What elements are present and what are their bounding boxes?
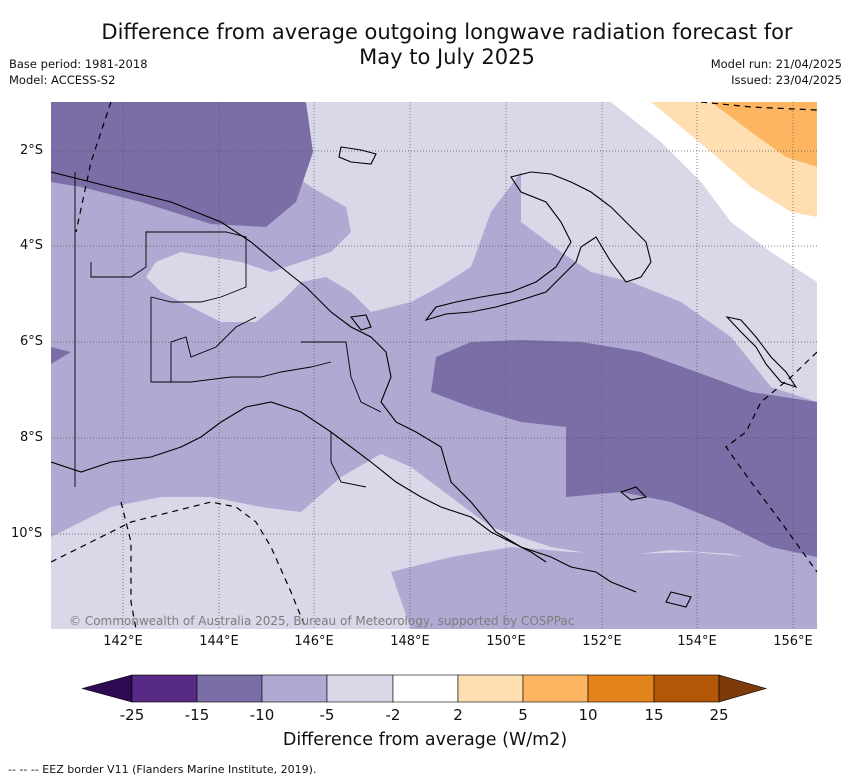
anomaly-dark-east bbox=[431, 340, 817, 557]
anomaly-dark-nw bbox=[51, 102, 313, 227]
eez-borders bbox=[51, 102, 817, 629]
colorbar bbox=[80, 674, 772, 710]
issued-date: Issued: 23/04/2025 bbox=[731, 73, 842, 87]
meta-right: Model run: 21/04/2025 Issued: 23/04/2025 bbox=[711, 56, 842, 88]
lon-label: 148°E bbox=[390, 634, 430, 649]
colorbar-tick: -5 bbox=[319, 706, 335, 724]
lon-axis: 142°E 144°E 146°E 148°E 150°E 152°E 154°… bbox=[0, 634, 850, 654]
colorbar-swatch bbox=[326, 674, 394, 703]
colorbar-swatch bbox=[392, 674, 459, 703]
colorbar-svg bbox=[80, 674, 768, 703]
copyright-notice: © Commonwealth of Australia 2025, Bureau… bbox=[69, 614, 575, 628]
lat-label: 6°S bbox=[20, 334, 44, 349]
admin-borders bbox=[74, 172, 382, 488]
colorbar-tick: 25 bbox=[709, 706, 729, 724]
colorbar-swatch bbox=[196, 674, 263, 703]
colorbar-tick: -25 bbox=[119, 706, 145, 724]
anomaly-dark-west bbox=[51, 347, 71, 364]
map-panel bbox=[51, 102, 817, 629]
lat-label: 4°S bbox=[20, 238, 44, 253]
anomaly-light-central bbox=[146, 102, 606, 322]
colorbar-tick: 10 bbox=[578, 706, 598, 724]
footer-note: -- -- -- EEZ border V11 (Flanders Marine… bbox=[8, 763, 317, 776]
colorbar-swatch bbox=[457, 674, 524, 703]
colorbar-label: Difference from average (W/m2) bbox=[282, 730, 568, 750]
lat-label: 10°S bbox=[11, 526, 43, 541]
colorbar-tick: -2 bbox=[385, 706, 401, 724]
colorbar-swatch bbox=[587, 674, 655, 703]
colorbar-tick: 2 bbox=[453, 706, 463, 724]
base-period: Base period: 1981-2018 bbox=[9, 57, 148, 71]
colorbar-extend-high bbox=[718, 674, 768, 703]
colorbar-swatch bbox=[653, 674, 720, 703]
colorbar-swatch bbox=[261, 674, 328, 703]
map-title: Difference from average outgoing longwav… bbox=[101, 20, 793, 69]
lat-label: 2°S bbox=[20, 143, 44, 158]
lon-label: 142°E bbox=[103, 634, 143, 649]
colorbar-swatch bbox=[522, 674, 589, 703]
lon-label: 146°E bbox=[294, 634, 334, 649]
lon-label: 144°E bbox=[199, 634, 239, 649]
model-run: Model run: 21/04/2025 bbox=[710, 57, 842, 71]
colorbar-tick: 15 bbox=[644, 706, 664, 724]
colorbar-tick: -15 bbox=[184, 706, 210, 724]
anomaly-orange bbox=[711, 102, 817, 167]
lon-label: 154°E bbox=[677, 634, 717, 649]
lon-label: 152°E bbox=[582, 634, 622, 649]
colorbar-tick: -10 bbox=[249, 706, 275, 724]
colorbar-extend-low bbox=[80, 674, 133, 703]
lon-label: 156°E bbox=[773, 634, 813, 649]
lat-label: 8°S bbox=[20, 430, 44, 445]
anomaly-medium-south bbox=[391, 547, 817, 629]
colorbar-swatch bbox=[131, 674, 198, 703]
meta-left: Base period: 1981-2018 Model: ACCESS-S2 bbox=[9, 56, 148, 88]
model-name: Model: ACCESS-S2 bbox=[9, 73, 116, 87]
map-canvas bbox=[51, 102, 817, 629]
coastlines bbox=[51, 146, 798, 608]
colorbar-tick: 5 bbox=[518, 706, 528, 724]
lon-label: 150°E bbox=[486, 634, 526, 649]
